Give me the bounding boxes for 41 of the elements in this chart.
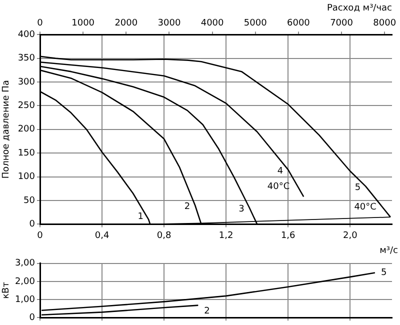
y-tick-label: 250	[18, 101, 36, 112]
x2-tick-label: 3000	[158, 18, 181, 29]
x2-tick-label: 6000	[286, 18, 310, 29]
y-tick-label: 400	[18, 30, 36, 40]
x-tick-label: 2,0	[342, 230, 358, 241]
x-tick-label: 0,4	[94, 230, 110, 241]
x-axis-title: м³/с	[380, 246, 398, 256]
x-tick-label: 0,8	[156, 230, 172, 241]
y-tick-label: 50	[24, 196, 36, 206]
series-label: 5	[380, 268, 387, 278]
y-tick-label: 3,00	[14, 258, 36, 269]
annotation: 40°C	[267, 182, 290, 192]
x2-tick-label: 5000	[244, 18, 268, 29]
x-tick-label: 1,6	[280, 230, 296, 241]
x2-tick-label: 2000	[114, 18, 138, 29]
x2-axis-title: Расход м³/час	[326, 4, 392, 14]
y-tick-label: 100	[18, 172, 36, 182]
series-label: 5	[354, 183, 361, 194]
series-label: 2	[184, 202, 190, 212]
x2-tick-label: 8000	[373, 18, 396, 29]
x2-tick-label: 1000	[72, 18, 95, 29]
x2-tick-label: 0	[37, 18, 44, 29]
y-tick-label: 200	[18, 124, 36, 135]
annotation: 40°C	[354, 202, 376, 212]
y-axis-title: кВт	[2, 282, 12, 299]
y-tick-label: 150	[18, 148, 36, 158]
y-tick-label: 0	[29, 312, 36, 323]
y-tick-label: 0	[29, 220, 36, 230]
y-tick-label: 2,00	[14, 276, 36, 287]
series-label: 1	[138, 212, 144, 222]
y-tick-label: 300	[18, 77, 36, 88]
x-tick-label: 0	[37, 230, 44, 241]
x2-tick-label: 7000	[330, 18, 354, 29]
series-label: 3	[238, 204, 244, 214]
x2-tick-label: 4000	[200, 18, 224, 29]
y-axis-title: Полное давление Па	[2, 80, 12, 179]
y-tick-label: 350	[18, 54, 36, 64]
series-label: 4	[277, 166, 284, 177]
y-tick-label: 1,00	[14, 294, 36, 305]
x-tick-label: 1,2	[218, 230, 234, 241]
series-label: 2	[204, 306, 210, 317]
